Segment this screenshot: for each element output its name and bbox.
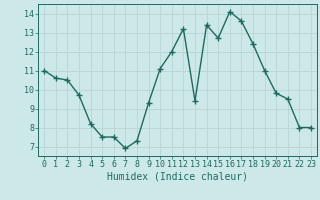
X-axis label: Humidex (Indice chaleur): Humidex (Indice chaleur) <box>107 172 248 182</box>
